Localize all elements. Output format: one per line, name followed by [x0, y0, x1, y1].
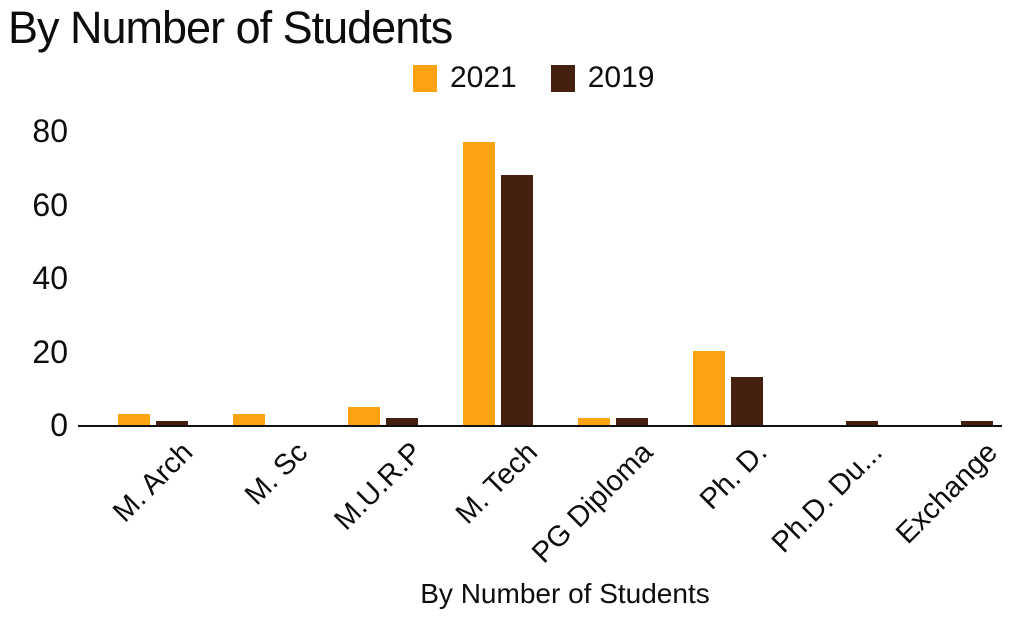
y-tick-label-20: 20	[32, 333, 68, 370]
x-axis-label-m-tech: M. Tech	[449, 436, 544, 531]
bar-2019-pg-diploma[interactable]	[616, 418, 648, 425]
bar-2019-m-tech[interactable]	[501, 175, 533, 425]
legend: 2021 2019	[413, 62, 689, 94]
bar-2019-ph-d[interactable]	[731, 377, 763, 425]
y-tick-label-60: 60	[32, 186, 68, 223]
y-tick-label-0: 0	[50, 407, 68, 443]
bar-2019-m-arch[interactable]	[156, 421, 188, 425]
legend-item-2021[interactable]: 2021	[413, 62, 517, 94]
legend-swatch-2019	[550, 64, 575, 92]
x-axis-label-m-sc: M. Sc	[238, 436, 314, 512]
bar-2021-ph-d[interactable]	[693, 351, 725, 425]
x-axis-title: By Number of Students	[420, 578, 710, 609]
x-axis-line	[78, 425, 1002, 427]
x-axis-label-ph-d: Ph. D.	[694, 436, 774, 516]
legend-label-2019: 2019	[587, 61, 655, 94]
x-axis-label-m-arch: M. Arch	[106, 436, 199, 529]
x-axis-label-ph-d-du: Ph.D. Du...	[766, 436, 889, 560]
bar-2021-m-u-r-p[interactable]	[348, 407, 380, 425]
bar-2019-exchange[interactable]	[961, 421, 993, 425]
legend-label-2021: 2021	[450, 61, 517, 94]
x-axis-label-m-u-r-p: M.U.R.P	[328, 436, 429, 537]
legend-item-2019[interactable]: 2019	[550, 61, 655, 94]
bar-2021-pg-diploma[interactable]	[578, 418, 610, 425]
y-tick-label-40: 40	[32, 260, 68, 296]
y-tick-label-80: 80	[32, 113, 68, 149]
legend-swatch-2021	[413, 64, 437, 92]
bar-2021-m-sc[interactable]	[233, 414, 265, 425]
x-axis-label-pg-diploma: PG Diploma	[525, 436, 659, 570]
x-axis-label-exchange: Exchange	[890, 436, 1004, 551]
bar-2019-m-u-r-p[interactable]	[386, 418, 418, 425]
bar-2021-m-tech[interactable]	[463, 142, 495, 425]
bar-2019-ph-d-du[interactable]	[846, 421, 878, 425]
chart-title: By Number of Students	[8, 2, 453, 53]
bar-2021-m-arch[interactable]	[118, 414, 150, 425]
